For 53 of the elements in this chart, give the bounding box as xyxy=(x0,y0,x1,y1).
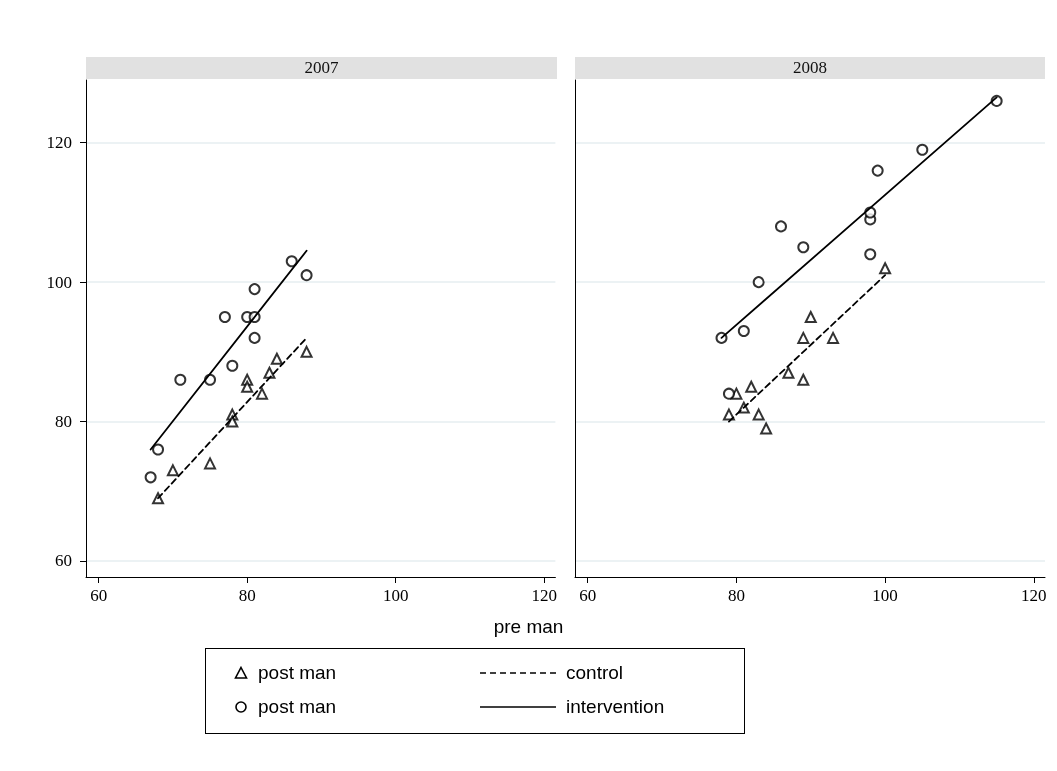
y-tick-label: 60 xyxy=(55,551,72,571)
legend-label: intervention xyxy=(566,696,665,718)
point xyxy=(745,380,758,393)
point xyxy=(871,164,884,177)
chart-title: 2007 xyxy=(86,57,557,79)
point xyxy=(760,422,773,435)
point xyxy=(737,324,750,337)
point xyxy=(722,408,735,421)
point xyxy=(256,387,269,400)
point xyxy=(218,311,231,323)
legend-label: post man xyxy=(258,696,337,718)
chart-title: 2008 xyxy=(575,57,1045,79)
y-tick-label: 100 xyxy=(46,272,72,292)
point xyxy=(722,387,735,400)
point xyxy=(226,359,239,372)
x-tick-label: 100 xyxy=(872,586,898,605)
x-axis-title: pre man xyxy=(492,616,565,638)
point xyxy=(916,143,929,156)
point xyxy=(827,331,840,344)
point xyxy=(879,262,892,275)
point xyxy=(752,276,765,289)
point xyxy=(248,331,261,344)
point xyxy=(300,345,313,358)
legend-label: control xyxy=(566,662,624,684)
point xyxy=(270,352,283,365)
point xyxy=(152,443,165,456)
point xyxy=(797,241,810,254)
point xyxy=(144,471,157,484)
x-tick-label: 80 xyxy=(727,586,745,605)
point xyxy=(864,248,877,261)
x-tick-label: 100 xyxy=(382,586,409,605)
x-tick-label: 80 xyxy=(238,586,256,605)
point xyxy=(204,457,217,470)
legend-label: post man xyxy=(258,662,337,684)
point xyxy=(797,331,810,344)
y-tick-label: 120 xyxy=(46,133,72,153)
point xyxy=(174,373,187,386)
point xyxy=(752,408,765,421)
point xyxy=(300,269,313,282)
point xyxy=(285,255,298,268)
point xyxy=(166,464,179,477)
x-tick-label: 120 xyxy=(1021,586,1047,605)
point xyxy=(775,220,787,233)
point xyxy=(226,415,239,428)
point xyxy=(241,380,254,393)
point xyxy=(263,366,276,379)
point xyxy=(797,373,810,386)
y-tick-label: 80 xyxy=(55,412,72,432)
x-tick-label: 60 xyxy=(90,586,108,605)
point xyxy=(782,366,795,379)
point xyxy=(248,283,261,296)
x-tick-label: 60 xyxy=(579,586,597,605)
x-tick-label: 120 xyxy=(531,586,557,605)
